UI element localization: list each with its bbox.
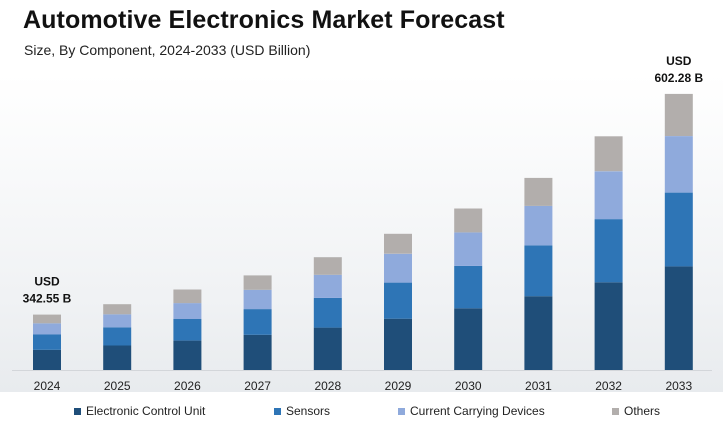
bar-2030-sensors (454, 265, 483, 309)
bar-total-annotation: 602.28 B (654, 71, 703, 85)
bar-2027-current-carrying-devices (243, 289, 272, 310)
legend-swatch (74, 407, 81, 415)
legend-item: Others (612, 404, 660, 418)
x-tick-label: 2029 (385, 379, 412, 393)
x-tick-label: 2025 (104, 379, 131, 393)
bar-2026-electronic-control-unit (173, 340, 202, 370)
bar-2028-electronic-control-unit (313, 327, 342, 370)
bar-2027-electronic-control-unit (243, 334, 272, 370)
bar-2031-current-carrying-devices (524, 205, 553, 246)
x-tick-label: 2024 (34, 379, 61, 393)
legend-item: Sensors (274, 404, 330, 418)
x-tick-label: 2033 (665, 379, 692, 393)
bar-2031-sensors (524, 245, 553, 297)
bar-2028-sensors (313, 297, 342, 328)
legend-label: Current Carrying Devices (410, 404, 545, 418)
legend-item: Electronic Control Unit (74, 404, 205, 418)
bar-2026-sensors (173, 318, 202, 341)
legend-swatch (398, 407, 405, 415)
bar-2033-others (664, 93, 693, 136)
bar-2024-others (33, 314, 61, 324)
bar-2032-others (594, 136, 623, 172)
bar-2029-current-carrying-devices (384, 253, 412, 283)
bar-2032-current-carrying-devices (594, 171, 623, 220)
chart-subtitle: Size, By Component, 2024-2033 (USD Billi… (24, 42, 311, 58)
x-tick-label: 2028 (314, 379, 341, 393)
bar-2025-current-carrying-devices (103, 314, 132, 328)
bar-2033-current-carrying-devices (664, 136, 693, 193)
bar-2028-current-carrying-devices (313, 274, 342, 298)
bar-2030-others (454, 208, 483, 233)
x-tick-label: 2031 (525, 379, 552, 393)
chart-title: Automotive Electronics Market Forecast (23, 6, 505, 34)
bar-2032-sensors (594, 219, 623, 283)
bar-2028-others (313, 257, 342, 275)
bar-2031-others (524, 177, 553, 206)
bar-2025-others (103, 304, 132, 315)
bar-2030-electronic-control-unit (454, 308, 483, 370)
legend-label: Others (624, 404, 661, 418)
x-tick-label: 2027 (244, 379, 271, 393)
legend-swatch (274, 407, 281, 415)
bar-2025-electronic-control-unit (103, 345, 132, 370)
bar-total-annotation: 342.55 B (23, 292, 72, 306)
bar-2024-sensors (33, 334, 61, 350)
bar-2025-sensors (103, 327, 132, 346)
bar-2029-others (384, 233, 412, 254)
chart-legend: Electronic Control Unit Sensors Current Ca… (0, 404, 723, 424)
legend-label: Electronic Control Unit (86, 404, 206, 418)
bar-2027-sensors (243, 309, 272, 335)
bar-2027-others (243, 275, 272, 290)
legend-swatch (612, 407, 619, 415)
x-tick-label: 2030 (455, 379, 482, 393)
bar-total-annotation: USD (666, 54, 692, 68)
bar-total-annotation: USD (34, 275, 60, 289)
bar-2032-electronic-control-unit (594, 282, 623, 370)
bar-2024-current-carrying-devices (33, 323, 61, 335)
bar-2029-electronic-control-unit (384, 318, 412, 370)
bar-2026-others (173, 289, 202, 304)
bar-2033-electronic-control-unit (664, 266, 693, 370)
bar-2029-sensors (384, 282, 412, 319)
bar-2033-sensors (664, 192, 693, 267)
bar-2030-current-carrying-devices (454, 232, 483, 266)
legend-label: Sensors (286, 404, 331, 418)
bar-2031-electronic-control-unit (524, 296, 553, 370)
bar-2024-electronic-control-unit (33, 349, 61, 370)
x-tick-label: 2032 (595, 379, 622, 393)
bar-2026-current-carrying-devices (173, 303, 202, 319)
legend-item: Current Carrying Devices (398, 404, 545, 418)
x-tick-label: 2026 (174, 379, 201, 393)
